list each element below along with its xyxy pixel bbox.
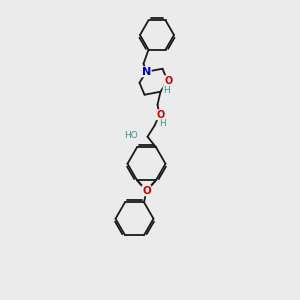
Text: O: O	[142, 186, 151, 196]
Text: H: H	[159, 119, 166, 128]
Text: H: H	[163, 86, 170, 95]
Text: N: N	[142, 67, 151, 77]
Text: HO: HO	[124, 131, 137, 140]
Text: O: O	[164, 76, 172, 86]
Text: O: O	[156, 110, 165, 120]
